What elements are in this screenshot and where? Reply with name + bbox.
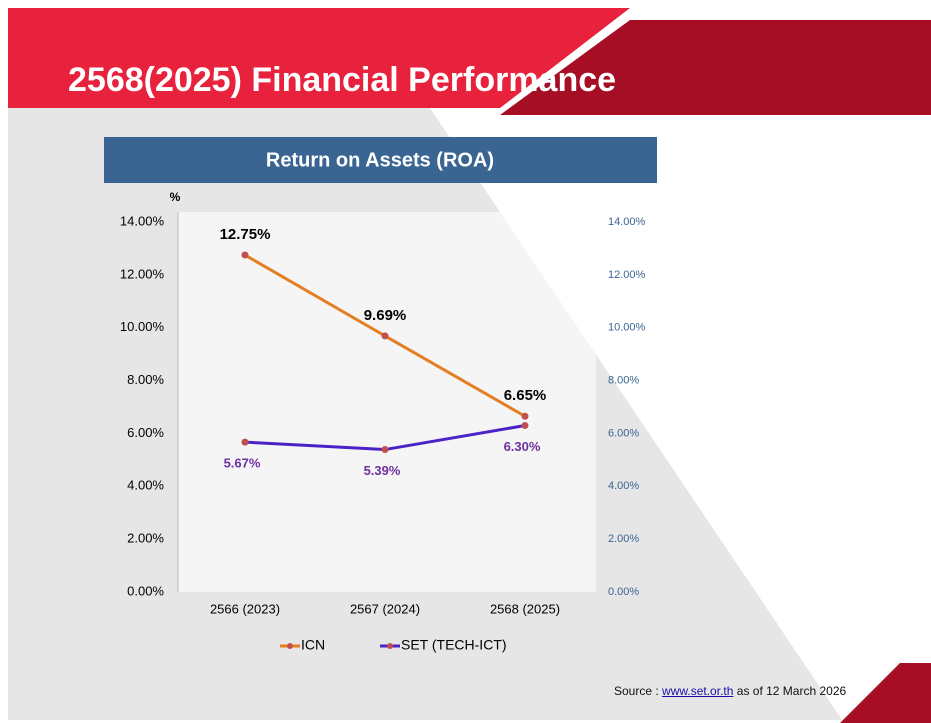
y2-tick-label: 14.00%	[608, 216, 646, 228]
y-tick-label: 0.00%	[127, 583, 164, 598]
point	[521, 412, 529, 420]
y-tick-label: 6.00%	[127, 425, 164, 440]
legend-marker	[287, 643, 293, 649]
plot-area	[178, 212, 596, 592]
data-label: 9.69%	[364, 307, 407, 324]
y-tick-label: 12.00%	[120, 266, 165, 281]
point	[521, 422, 529, 429]
y-unit: %	[170, 190, 181, 204]
y-tick-label: 10.00%	[120, 319, 165, 334]
chart-title: Return on Assets (ROA)	[266, 149, 494, 171]
point	[381, 332, 389, 340]
point	[381, 446, 389, 454]
banner	[8, 8, 630, 108]
data-label: 5.67%	[224, 456, 261, 471]
data-label: 6.30%	[504, 439, 541, 454]
y-tick-label: 14.00%	[120, 213, 165, 228]
legend-marker	[387, 643, 393, 649]
source-link[interactable]: www.set.or.th	[662, 684, 734, 698]
data-label: 12.75%	[220, 226, 271, 243]
y-tick-label: 4.00%	[127, 478, 164, 493]
y-tick-label: 8.00%	[127, 372, 164, 387]
chart-title-box	[104, 137, 657, 183]
y2-tick-label: 10.00%	[608, 322, 646, 334]
source-suffix: as of 12 March 2026	[736, 684, 847, 698]
slide-title: 2568(2025) Financial Performance	[68, 61, 616, 99]
y-tick-label: 2.00%	[127, 531, 164, 546]
source-prefix: Source :	[614, 684, 659, 698]
point	[241, 438, 249, 446]
source: Source : www.set.or.th as of 12 March 20…	[614, 684, 846, 698]
y2-tick-label: 12.00%	[608, 269, 646, 281]
data-label: 5.39%	[364, 463, 401, 478]
x-tick-label: 2566 (2023)	[210, 601, 280, 616]
legend-label: ICN	[301, 637, 325, 653]
y2-tick-label: 2.00%	[608, 533, 639, 545]
point	[241, 251, 249, 259]
banner-dark	[500, 20, 931, 115]
data-label: 6.65%	[504, 387, 547, 404]
corner-shape	[840, 663, 931, 723]
x-tick-label: 2567 (2024)	[350, 601, 420, 616]
x-tick-label: 2568 (2025)	[490, 601, 560, 616]
y2-tick-label: 4.00%	[608, 480, 639, 492]
legend-label: SET (TECH-ICT)	[401, 637, 507, 653]
y2-tick-label: 6.00%	[608, 427, 639, 439]
y2-tick-label: 0.00%	[608, 586, 639, 598]
y2-tick-label: 8.00%	[608, 374, 639, 386]
